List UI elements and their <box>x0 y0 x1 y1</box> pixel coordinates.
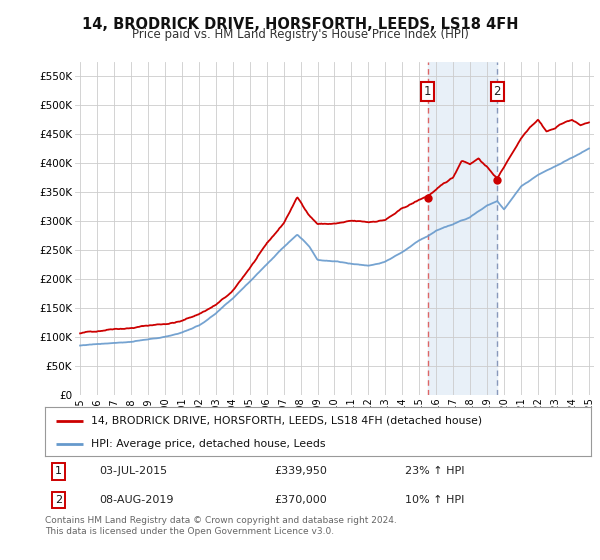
Text: Price paid vs. HM Land Registry's House Price Index (HPI): Price paid vs. HM Land Registry's House … <box>131 28 469 41</box>
Text: HPI: Average price, detached house, Leeds: HPI: Average price, detached house, Leed… <box>91 439 326 449</box>
Text: £370,000: £370,000 <box>274 495 327 505</box>
Text: 23% ↑ HPI: 23% ↑ HPI <box>406 466 465 477</box>
Text: 14, BRODRICK DRIVE, HORSFORTH, LEEDS, LS18 4FH (detached house): 14, BRODRICK DRIVE, HORSFORTH, LEEDS, LS… <box>91 416 482 426</box>
Text: 03-JUL-2015: 03-JUL-2015 <box>100 466 168 477</box>
Text: 08-AUG-2019: 08-AUG-2019 <box>100 495 174 505</box>
Text: 2: 2 <box>55 495 62 505</box>
Text: 1: 1 <box>55 466 62 477</box>
Bar <box>428 62 497 395</box>
Text: 2: 2 <box>494 85 501 98</box>
Text: Contains HM Land Registry data © Crown copyright and database right 2024.
This d: Contains HM Land Registry data © Crown c… <box>45 516 397 536</box>
Text: £339,950: £339,950 <box>274 466 327 477</box>
Text: 10% ↑ HPI: 10% ↑ HPI <box>406 495 465 505</box>
Text: 1: 1 <box>424 85 431 98</box>
Text: 14, BRODRICK DRIVE, HORSFORTH, LEEDS, LS18 4FH: 14, BRODRICK DRIVE, HORSFORTH, LEEDS, LS… <box>82 17 518 32</box>
